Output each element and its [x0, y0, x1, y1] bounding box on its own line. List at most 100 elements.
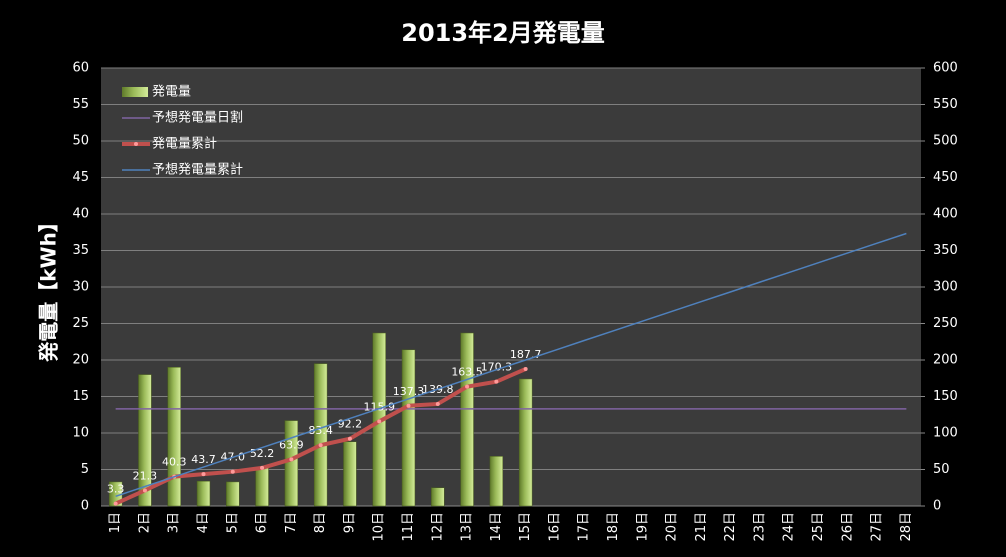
x-tick-label: 19日 — [635, 512, 650, 542]
marker — [201, 472, 206, 477]
marker — [377, 419, 382, 424]
bar — [313, 363, 328, 507]
y2-tick-label: 200 — [933, 353, 958, 368]
x-tick-label: 24日 — [782, 512, 797, 542]
legend-swatch — [122, 87, 148, 97]
y2-tick-label: 550 — [933, 97, 958, 112]
x-tick-label: 27日 — [870, 512, 885, 542]
x-tick-label: 5日 — [225, 512, 240, 533]
y2-tick-label: 600 — [933, 61, 958, 76]
y2-tick-label: 450 — [933, 170, 958, 185]
data-label: 163.5 — [451, 366, 483, 379]
y-tick-label: 20 — [72, 353, 89, 368]
x-tick-label: 1日 — [108, 512, 123, 533]
bar — [489, 456, 504, 507]
y2-tick-label: 500 — [933, 134, 958, 149]
legend-label: 発電量 — [152, 85, 191, 100]
bar — [343, 441, 357, 507]
data-label: 52.2 — [250, 447, 275, 460]
line — [115, 232, 907, 498]
bar — [431, 487, 445, 507]
x-tick-label: 13日 — [460, 512, 475, 542]
y2-tick-label: 250 — [933, 316, 958, 331]
bar — [255, 467, 269, 507]
x-tick-label: 16日 — [547, 512, 562, 542]
y-tick-label: 10 — [72, 426, 89, 441]
x-tick-label: 12日 — [430, 512, 445, 542]
y2-tick-label: 350 — [933, 243, 958, 258]
y-axis-label: 発電量【kWh】 — [37, 212, 61, 363]
y2-tick-label: 50 — [933, 462, 950, 477]
y-tick-label: 15 — [72, 389, 89, 404]
legend-marker — [134, 142, 138, 146]
marker — [230, 469, 235, 474]
data-label: 40.3 — [162, 456, 187, 469]
y-tick-label: 55 — [72, 97, 89, 112]
marker — [523, 366, 528, 371]
x-tick-label: 9日 — [342, 512, 357, 533]
x-tick-label: 21日 — [694, 512, 709, 542]
y-tick-label: 0 — [81, 499, 89, 514]
marker — [435, 401, 440, 406]
marker — [406, 403, 411, 408]
data-label: 83.4 — [308, 424, 333, 437]
x-tick-label: 8日 — [313, 512, 328, 533]
data-label: 187.7 — [510, 348, 542, 361]
y2-tick-label: 150 — [933, 389, 958, 404]
bar — [460, 332, 474, 507]
y2-tick-label: 0 — [933, 499, 941, 514]
y2-tick-label: 300 — [933, 280, 958, 295]
chart-title: 2013年2月発電量 — [401, 19, 605, 47]
bar — [226, 481, 240, 507]
y2-tick-label: 100 — [933, 426, 958, 441]
bar — [138, 374, 152, 507]
x-tick-label: 17日 — [577, 512, 592, 542]
marker — [289, 457, 294, 462]
y-tick-label: 5 — [81, 462, 89, 477]
x-tick-label: 7日 — [284, 512, 299, 533]
data-label: 170.3 — [481, 361, 513, 374]
legend-label: 発電量累計 — [152, 136, 217, 152]
y-tick-label: 40 — [72, 207, 89, 222]
legend-label: 予想発電量日割 — [152, 110, 243, 126]
x-tick-label: 28日 — [899, 512, 914, 542]
y-tick-label: 60 — [72, 61, 89, 76]
y-tick-label: 50 — [72, 134, 89, 149]
x-tick-label: 20日 — [665, 512, 680, 542]
data-label: 21.3 — [133, 469, 158, 482]
marker — [347, 436, 352, 441]
x-tick-label: 18日 — [606, 512, 621, 542]
bar — [401, 349, 416, 507]
x-tick-label: 6日 — [255, 512, 270, 533]
marker — [318, 443, 323, 448]
y-tick-label: 45 — [72, 170, 89, 185]
legend-label: 予想発電量累計 — [152, 162, 243, 178]
x-tick-label: 2日 — [137, 512, 152, 533]
bar — [196, 480, 211, 507]
x-tick-label: 11日 — [401, 512, 416, 542]
x-tick-label: 10日 — [372, 512, 387, 542]
x-tick-label: 4日 — [196, 512, 211, 533]
x-tick-label: 25日 — [811, 512, 826, 542]
bar — [518, 378, 533, 507]
x-tick-label: 23日 — [752, 512, 767, 542]
bar — [167, 367, 181, 507]
x-tick-label: 3日 — [167, 512, 182, 533]
marker — [260, 465, 265, 470]
data-label: 43.7 — [191, 453, 216, 466]
x-tick-label: 15日 — [518, 512, 533, 542]
y2-tick-label: 400 — [933, 207, 958, 222]
y-tick-label: 30 — [72, 280, 89, 295]
x-tick-label: 14日 — [489, 512, 504, 542]
bar — [284, 420, 299, 507]
data-label: 63.9 — [279, 438, 304, 451]
data-label: 115.9 — [363, 400, 395, 413]
data-label: 92.2 — [338, 418, 363, 431]
x-tick-label: 22日 — [723, 512, 738, 542]
y-tick-label: 35 — [72, 243, 89, 258]
y-tick-label: 25 — [72, 316, 89, 331]
data-label: 137.3 — [393, 385, 425, 398]
marker — [142, 488, 147, 493]
marker — [494, 379, 499, 384]
